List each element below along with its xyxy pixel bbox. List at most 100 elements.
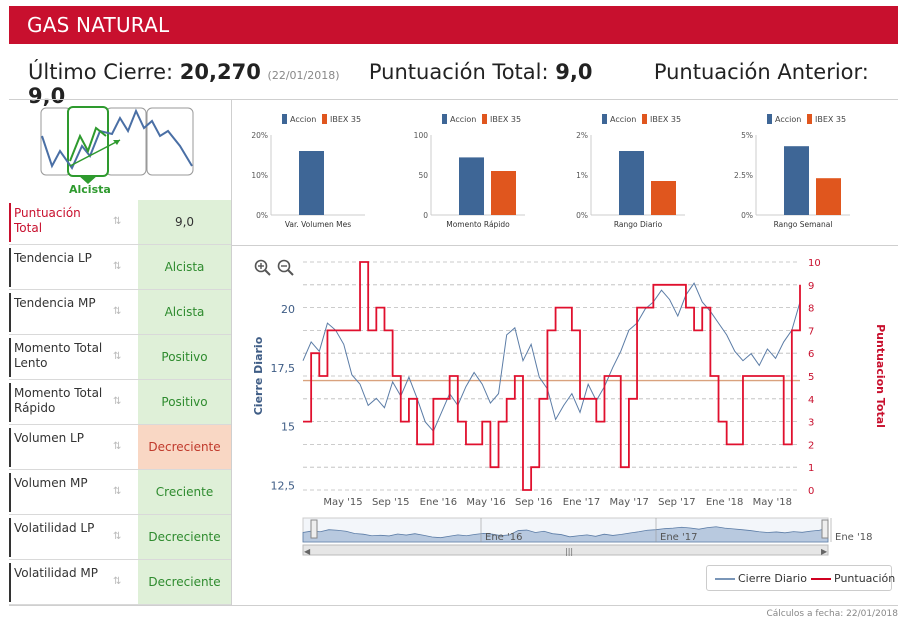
divider: [9, 605, 898, 606]
indicator-row-puntuacion-total: Puntuación Total ⇅ 9,0: [9, 200, 231, 245]
divider: [9, 99, 898, 100]
x-tick-label: May '17: [610, 497, 649, 508]
divider: [231, 100, 232, 605]
legend-label-accion: Accion: [610, 115, 636, 124]
y-tick-label: 1%: [576, 171, 588, 180]
mini-chart: Accion IBEX 35 2% 1% 0% Rango Diario: [565, 110, 695, 232]
indicator-row-tendencia-mp: Tendencia MP ⇅ Alcista: [9, 290, 231, 335]
x-tick-label: Ene '18: [706, 497, 743, 508]
scroll-thumb-grip: |||: [565, 547, 573, 556]
y-axis-title: Cierre Diario: [252, 336, 265, 415]
sort-icon[interactable]: ⇅: [113, 216, 122, 227]
mini-chart-title: Rango Semanal: [774, 220, 833, 229]
indicator-label: Volatilidad MP: [14, 566, 99, 580]
legend-label-cierre[interactable]: Cierre Diario: [738, 572, 807, 585]
footer-note: Cálculos a fecha: 22/01/2018: [766, 609, 898, 619]
indicator-label: Volumen MP: [14, 476, 88, 490]
bar-accion: [459, 157, 484, 215]
series-line-puntuacion: [303, 261, 801, 491]
indicator-row-volumen-lp: Volumen LP ⇅ Decreciente: [9, 425, 231, 470]
close-value: 20,270: [179, 60, 261, 84]
mini-chart: Accion IBEX 35 20% 10% 0% Var. Volumen Mes: [245, 110, 375, 232]
legend-swatch-accion: [767, 114, 772, 124]
indicator-row-volatilidad-lp: Volatilidad LP ⇅ Decreciente: [9, 515, 231, 560]
y2-tick-label: 4: [808, 395, 814, 406]
bar-accion: [619, 151, 644, 215]
indicator-value: Alcista: [138, 245, 231, 289]
x-tick-label: May '15: [323, 497, 362, 508]
legend-swatch-ibex: [482, 114, 487, 124]
indicator-value: 9,0: [138, 200, 231, 244]
score-value: 9,0: [555, 60, 593, 84]
indicator-value: Alcista: [138, 290, 231, 334]
x-tick-label: May '18: [753, 497, 792, 508]
legend-swatch-accion: [442, 114, 447, 124]
mini-chart: Accion IBEX 35 5% 2.5% 0% Rango Semanal: [730, 110, 860, 232]
indicator-value: Creciente: [138, 470, 231, 514]
y2-tick-label: 0: [808, 486, 814, 497]
navigator-area: [302, 526, 829, 543]
x-tick-label: Sep '15: [372, 497, 410, 508]
y-tick-label: 5%: [741, 131, 753, 140]
indicator-value: Decreciente: [138, 515, 231, 559]
indicator-label: Tendencia MP: [14, 296, 96, 310]
navigator-handle-left: [310, 519, 318, 539]
bar-ibex: [651, 181, 676, 215]
sort-icon[interactable]: ⇅: [113, 441, 122, 452]
zoom-out-icon[interactable]: [277, 259, 295, 277]
mini-bar-chart: Accion IBEX 35 2% 1% 0% Rango Diario: [576, 114, 685, 229]
sort-icon[interactable]: ⇅: [113, 351, 122, 362]
mini-bar-chart: Accion IBEX 35 100 50 0 Momento Rápido: [414, 114, 525, 229]
y-tick-label: 17,5: [271, 362, 296, 375]
sort-icon[interactable]: ⇅: [113, 306, 122, 317]
legend-label-ibex: IBEX 35: [815, 115, 846, 124]
sort-icon[interactable]: ⇅: [113, 531, 122, 542]
scrollbar-track: [302, 544, 829, 556]
legend-swatch-ibex: [642, 114, 647, 124]
y-tick-label: 50: [418, 171, 428, 180]
sort-icon[interactable]: ⇅: [113, 396, 122, 407]
sort-icon[interactable]: ⇅: [113, 576, 122, 587]
y-tick-label: 2.5%: [734, 171, 753, 180]
indicator-label: Puntuación Total: [14, 206, 81, 235]
sort-icon[interactable]: ⇅: [113, 486, 122, 497]
navigator-tick-label: Ene '18: [835, 532, 872, 543]
legend-label-ibex: IBEX 35: [490, 115, 521, 124]
x-tick-label: Ene '16: [420, 497, 457, 508]
y-tick-label: 10%: [251, 171, 268, 180]
trend-thumbnail: [40, 106, 194, 184]
legend-label-puntuacion[interactable]: Puntuación: [834, 572, 896, 585]
indicator-label: Volatilidad LP: [14, 521, 95, 535]
series-line-cierre-diario: [302, 282, 801, 433]
bar-ibex: [491, 171, 516, 215]
legend-line-puntuacion: [811, 578, 831, 580]
sort-icon[interactable]: ⇅: [113, 261, 122, 272]
zoom-in-icon[interactable]: [254, 259, 272, 277]
scroll-right-icon: ▶: [821, 547, 828, 556]
bar-accion: [299, 151, 324, 215]
bar-ibex: [816, 178, 841, 215]
y-tick-label: 100: [414, 131, 429, 140]
legend-line-cierre: [715, 578, 735, 580]
score-label: Puntuación Total:: [368, 60, 549, 84]
y-tick-label: 0%: [741, 211, 753, 220]
legend-swatch-ibex: [807, 114, 812, 124]
indicator-value: Positivo: [138, 335, 231, 379]
indicator-value: Decreciente: [138, 425, 231, 469]
indicator-value: Decreciente: [138, 560, 231, 604]
legend-label-accion: Accion: [290, 115, 316, 124]
mini-bar-chart: Accion IBEX 35 20% 10% 0% Var. Volumen Mes: [251, 114, 365, 229]
y2-axis-title: Puntuacion Total: [874, 324, 887, 428]
legend-label-ibex: IBEX 35: [650, 115, 681, 124]
indicator-row-volatilidad-mp: Volatilidad MP ⇅ Decreciente: [9, 560, 231, 605]
indicator-row-volumen-mp: Volumen MP ⇅ Creciente: [9, 470, 231, 515]
divider: [231, 245, 898, 246]
legend-swatch-ibex: [322, 114, 327, 124]
y2-tick-label: 5: [808, 372, 814, 383]
navigator-tick-label: Ene '16: [485, 532, 522, 543]
prev-score-label: Puntuación Anterior:: [653, 60, 869, 84]
legend-swatch-accion: [602, 114, 607, 124]
legend-label-ibex: IBEX 35: [330, 115, 361, 124]
y-tick-label: 0%: [256, 211, 268, 220]
